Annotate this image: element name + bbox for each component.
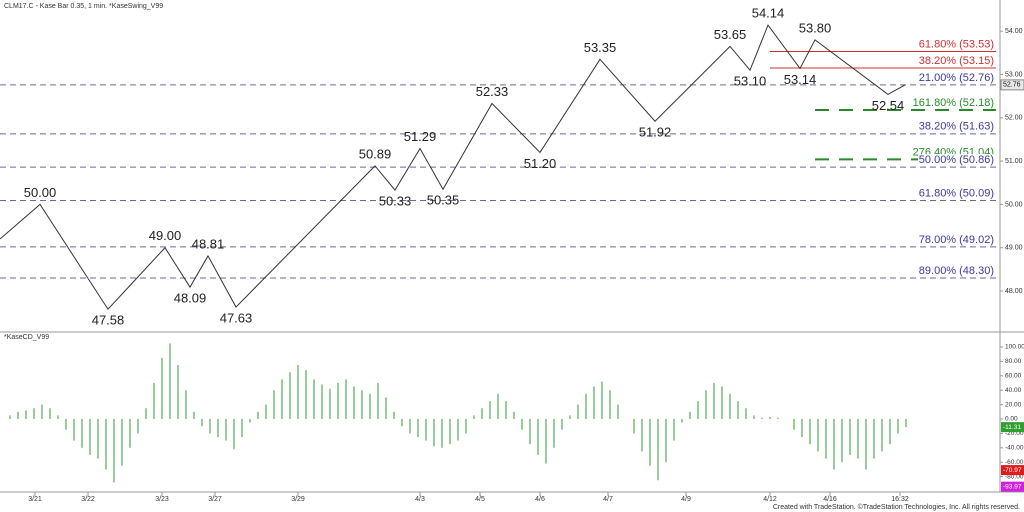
- y-tick-label: 49.00: [1005, 245, 1023, 252]
- y-tick-label: 0.00: [1005, 416, 1018, 423]
- swing-label: 47.63: [220, 310, 253, 325]
- level-label: 61.80% (50.09): [919, 187, 994, 199]
- y-tick-label: -80.00: [1005, 473, 1024, 480]
- x-tick-label: 4/9: [681, 496, 691, 503]
- value-badge: [1001, 422, 1024, 433]
- value-badge-label: -70.97: [1003, 467, 1022, 474]
- y-tick-label: -60.00: [1005, 459, 1024, 466]
- level-label: 89.00% (48.30): [919, 265, 994, 277]
- level-label-bg: [918, 146, 996, 158]
- swing-label: 50.33: [379, 194, 412, 209]
- level-label-bg: [918, 54, 996, 66]
- value-badge: [1001, 481, 1024, 492]
- last-price-box: [1000, 79, 1024, 91]
- x-tick-label: 3/22: [81, 496, 95, 503]
- y-tick-label: -40.00: [1005, 445, 1024, 452]
- x-tick-label: 4/6: [535, 496, 545, 503]
- swing-label: 53.65: [714, 27, 747, 42]
- x-tick-label: 4/16: [823, 496, 837, 503]
- x-tick-label: 3/23: [155, 496, 169, 503]
- x-tick-label: 4/3: [415, 496, 425, 503]
- swing-label: 53.80: [799, 20, 832, 35]
- y-tick-label: 40.00: [1005, 387, 1022, 394]
- y-tick-label: 51.00: [1005, 158, 1023, 165]
- level-label: 161.80% (52.18): [913, 97, 994, 109]
- swing-label: 50.89: [359, 146, 392, 161]
- x-tick-label: 3/21: [28, 496, 42, 503]
- y-tick-label: 50.00: [1005, 201, 1023, 208]
- last-price-label: 52.76: [1003, 82, 1021, 89]
- y-tick-label: 20.00: [1005, 401, 1022, 408]
- x-tick-label: 4/5: [475, 496, 485, 503]
- level-label-bg: [918, 97, 996, 108]
- swing-label: 53.10: [734, 74, 767, 89]
- level-label-bg: [918, 154, 996, 166]
- y-tick-label: 80.00: [1005, 358, 1022, 365]
- x-tick-label: 4/12: [763, 496, 777, 503]
- swing-label: 48.09: [174, 291, 207, 306]
- indicator-title: *KaseCD_V99: [4, 334, 49, 341]
- x-tick-label: 3/29: [291, 496, 305, 503]
- swing-label: 51.20: [524, 156, 557, 171]
- y-tick-label: 52.00: [1005, 115, 1023, 122]
- y-tick-label: 54.00: [1005, 28, 1023, 35]
- level-label: 78.00% (49.02): [919, 234, 994, 246]
- swing-label: 52.33: [476, 84, 509, 99]
- level-label: 38.20% (51.63): [919, 121, 994, 133]
- footer: Created with TradeStation. ©TradeStation…: [773, 503, 1020, 511]
- swing-label: 48.81: [192, 236, 225, 251]
- y-tick-label: 100.00: [1005, 344, 1024, 351]
- level-label-bg: [918, 120, 996, 132]
- level-label: 61.80% (53.53): [919, 38, 994, 50]
- level-label-bg: [918, 233, 996, 245]
- swing-label: 53.14: [784, 72, 817, 87]
- level-label: 21.00% (52.76): [919, 72, 994, 84]
- chart-title: CLM17.C - Kase Bar 0.35, 1 min. *KaseSwi…: [4, 3, 163, 10]
- value-badge-label: -11.31: [1003, 424, 1021, 431]
- y-tick-label: 53.00: [1005, 71, 1023, 78]
- swing-label: 50.00: [24, 185, 57, 200]
- swing-label: 51.92: [639, 125, 672, 140]
- level-label-bg: [918, 265, 996, 277]
- y-tick-label: -20.00: [1005, 430, 1024, 437]
- level-label: 50.00% (50.86): [919, 154, 994, 166]
- level-label-bg: [918, 71, 996, 83]
- swing-label: 49.00: [149, 228, 182, 243]
- swing-label: 50.35: [427, 193, 460, 208]
- level-label-bg: [918, 38, 996, 50]
- x-tick-label: 3/27: [208, 496, 222, 503]
- x-tick-label: 16:32: [891, 496, 909, 503]
- swing-label: 51.29: [404, 129, 437, 144]
- x-tick-label: 4/7: [603, 496, 613, 503]
- swing-label: 52.54: [872, 98, 905, 113]
- swing-label: 53.35: [584, 40, 617, 55]
- swing-label: 47.58: [92, 313, 125, 328]
- swing-label: 54.14: [752, 6, 785, 21]
- level-label: 38.20% (53.15): [919, 55, 994, 67]
- y-tick-label: 48.00: [1005, 288, 1023, 295]
- value-badge-label: -93.97: [1003, 483, 1022, 490]
- swing-line: [0, 24, 906, 311]
- value-badge: [1001, 465, 1024, 476]
- level-label-bg: [918, 187, 996, 199]
- y-tick-label: 60.00: [1005, 373, 1022, 380]
